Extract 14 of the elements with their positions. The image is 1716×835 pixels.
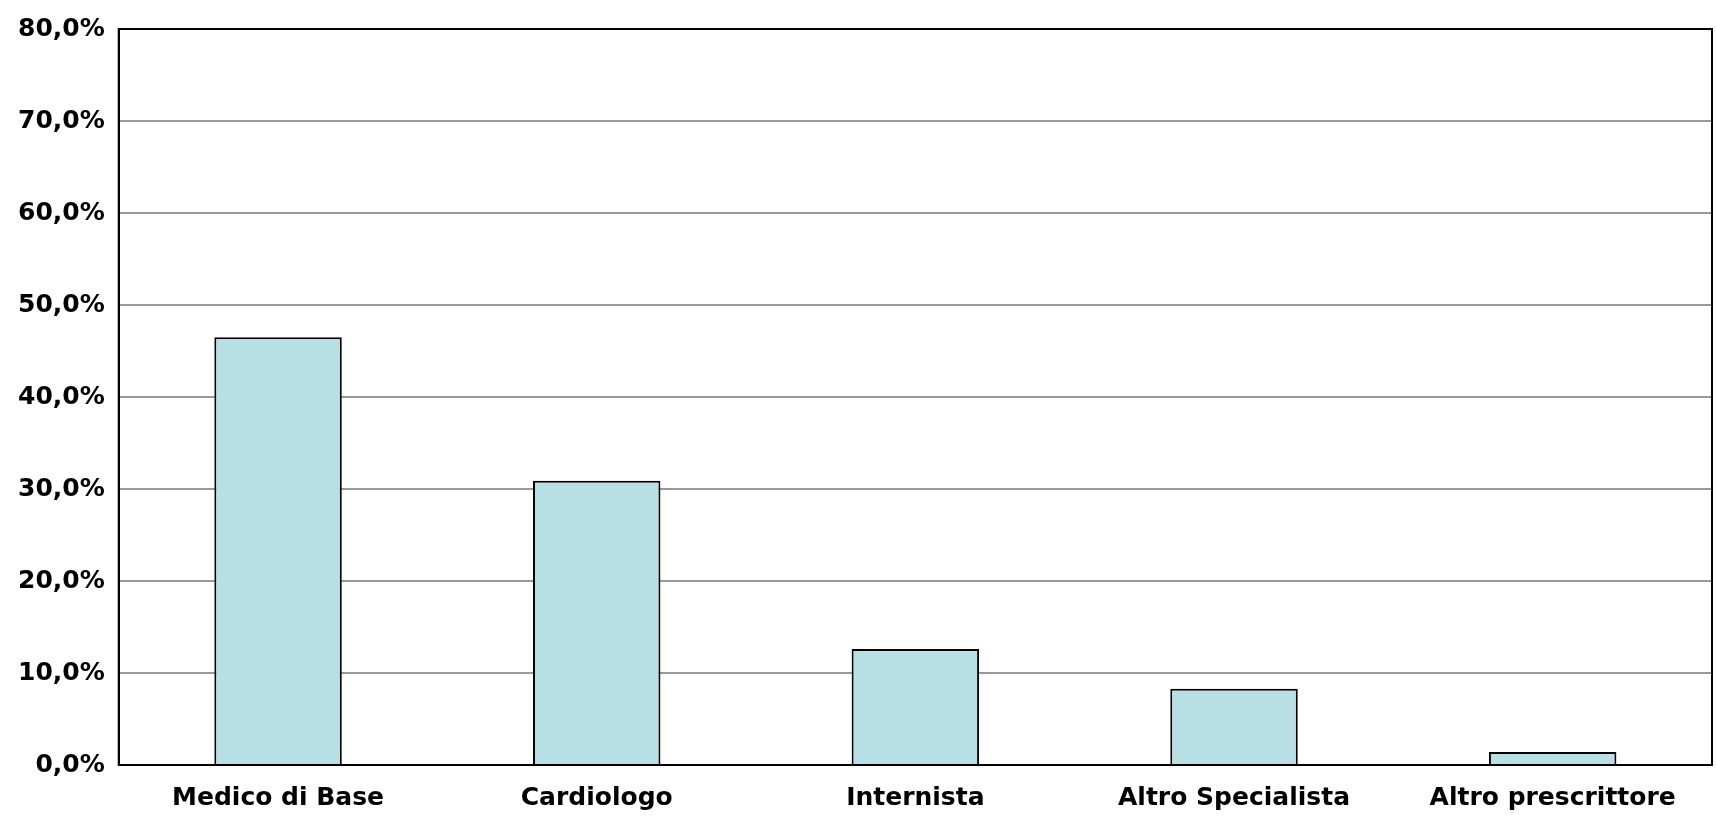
- y-tick-label: 10,0%: [18, 656, 105, 686]
- y-tick-label: 60,0%: [18, 196, 105, 226]
- y-tick-label: 30,0%: [18, 472, 105, 502]
- x-tick-label: Medico di Base: [172, 781, 385, 811]
- x-tick-label: Internista: [846, 781, 985, 811]
- y-tick-label: 80,0%: [18, 12, 105, 42]
- y-tick-label: 40,0%: [18, 380, 105, 410]
- y-tick-label: 50,0%: [18, 288, 105, 318]
- y-tick-label: 70,0%: [18, 104, 105, 134]
- x-tick-label: Altro Specialista: [1118, 781, 1351, 811]
- y-tick-label: 20,0%: [18, 564, 105, 594]
- x-tick-label: Cardiologo: [520, 781, 673, 811]
- y-tick-label: 0,0%: [35, 748, 105, 778]
- x-tick-label: Altro prescrittore: [1429, 781, 1676, 811]
